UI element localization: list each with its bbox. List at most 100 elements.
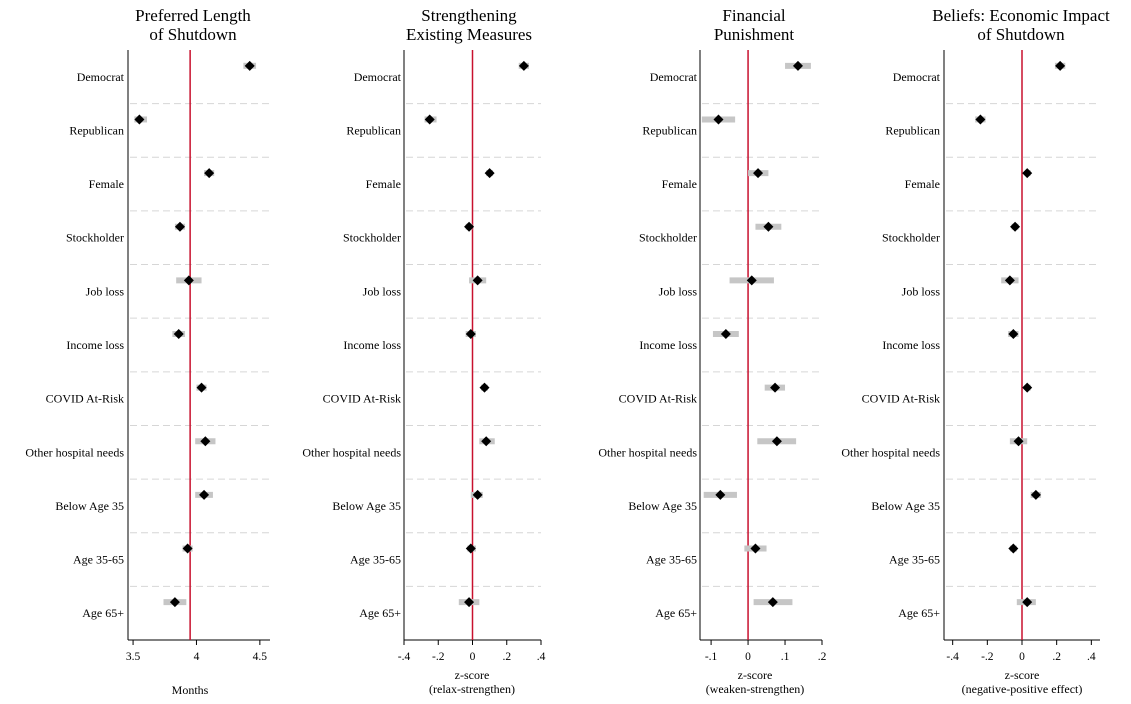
category-label: Age 65+: [82, 606, 124, 620]
category-label: Female: [89, 177, 124, 191]
x-axis-label-line: z-score: [455, 668, 490, 682]
category-label: Other hospital needs: [25, 445, 124, 459]
point-estimate-marker: [465, 543, 476, 554]
category-label: Below Age 35: [332, 499, 401, 513]
category-label: COVID At-Risk: [323, 392, 401, 406]
point-estimate-marker: [753, 168, 764, 179]
panel-title-line: Strengthening: [421, 6, 517, 25]
x-tick-label: -.4: [398, 651, 411, 663]
category-label: Job loss: [363, 284, 402, 298]
x-tick-label: 0: [745, 651, 751, 663]
point-estimate-marker: [1013, 436, 1024, 447]
panel-title-line: of Shutdown: [149, 25, 237, 44]
panel-title-line: of Shutdown: [977, 25, 1065, 44]
point-estimate-marker: [183, 275, 194, 286]
panel-1: Preferred Length of Shutdown 3.5 4 4.5 Months…: [25, 6, 270, 697]
category-label: Other hospital needs: [302, 445, 401, 459]
category-label: Below Age 35: [55, 499, 124, 513]
category-label: Below Age 35: [871, 499, 940, 513]
point-estimate-marker: [424, 114, 435, 125]
point-estimate-marker: [1008, 543, 1019, 554]
x-axis-label-line: (relax-strengthen): [429, 682, 515, 696]
panel-title: Financial Punishment: [714, 6, 795, 44]
category-label: Income loss: [639, 338, 697, 352]
point-estimate-marker: [464, 597, 475, 608]
category-label: Female: [366, 177, 401, 191]
point-estimate-marker: [763, 221, 774, 232]
category-label: Age 65+: [898, 606, 940, 620]
point-estimate-marker: [1055, 60, 1066, 71]
category-label: Job loss: [902, 284, 941, 298]
panel-title-line: Punishment: [714, 25, 795, 44]
point-estimate-marker: [484, 168, 495, 179]
panel-title-line: Existing Measures: [406, 25, 532, 44]
x-tick-label: -.1: [705, 651, 718, 663]
category-label: Income loss: [882, 338, 940, 352]
category-label: Female: [905, 177, 940, 191]
panel-3: Financial Punishment -.1 0 .1 .2 z-score (weake…: [598, 6, 826, 696]
point-estimate-marker: [173, 329, 184, 339]
x-tick-label: -.2: [432, 651, 445, 663]
point-estimate-marker: [1010, 221, 1021, 232]
category-label: Stockholder: [66, 231, 124, 245]
x-axis-label-line: (negative-positive effect): [962, 682, 1083, 696]
category-label: Job loss: [659, 284, 698, 298]
point-estimate-marker: [746, 275, 757, 286]
x-axis-label-line: (weaken-strengthen): [706, 682, 805, 696]
panel-title: Strengthening Existing Measures: [406, 6, 532, 44]
category-label: Income loss: [343, 338, 401, 352]
category-label: Other hospital needs: [841, 445, 940, 459]
point-estimate-marker: [1030, 489, 1041, 500]
point-estimate-marker: [472, 275, 483, 286]
panel-2: Strengthening Existing Measures -.4 -.2 0 .2.…: [302, 6, 545, 696]
panel-4: Beliefs: Economic Impact of Shutdown -.4 -.…: [841, 6, 1110, 696]
point-estimate-marker: [518, 60, 529, 71]
x-tick-label: -.2: [981, 651, 994, 663]
point-estimate-marker: [1004, 275, 1015, 286]
category-label: Stockholder: [343, 231, 401, 245]
category-label: Age 35-65: [646, 553, 697, 567]
category-label: Republican: [346, 123, 401, 137]
point-estimate-marker: [1022, 168, 1033, 179]
category-label: Below Age 35: [628, 499, 697, 513]
category-label: Job loss: [86, 284, 125, 298]
x-tick-label: 4: [194, 651, 200, 663]
point-estimate-marker: [1022, 597, 1033, 608]
panel-title: Beliefs: Economic Impact of Shutdown: [932, 6, 1110, 44]
x-tick-label: .2: [818, 651, 827, 663]
point-estimate-marker: [134, 114, 145, 125]
x-tick-label: .1: [781, 651, 790, 663]
category-label: Age 35-65: [889, 553, 940, 567]
category-label: Stockholder: [882, 231, 940, 245]
panel-title-line: Preferred Length: [135, 6, 251, 25]
category-label: Age 65+: [655, 606, 697, 620]
category-label: Democrat: [77, 70, 125, 84]
panel-title-line: Financial: [722, 6, 786, 25]
x-axis-label-line: Months: [172, 683, 209, 697]
category-label: Democrat: [354, 70, 402, 84]
category-label: Female: [662, 177, 697, 191]
point-estimate-marker: [472, 489, 483, 500]
panel-title-line: Beliefs: Economic Impact: [932, 6, 1110, 25]
category-label: Democrat: [650, 70, 698, 84]
point-estimate-marker: [465, 329, 476, 339]
point-estimate-marker: [1008, 329, 1019, 339]
x-tick-label: 3.5: [126, 651, 141, 663]
point-estimate-marker: [464, 221, 475, 232]
point-estimate-marker: [169, 597, 180, 608]
category-label: Other hospital needs: [598, 445, 697, 459]
point-estimate-marker: [196, 382, 207, 393]
point-estimate-marker: [481, 436, 492, 447]
category-label: Age 65+: [359, 606, 401, 620]
x-tick-label: 0: [470, 651, 476, 663]
point-estimate-marker: [750, 543, 761, 554]
point-estimate-marker: [767, 597, 778, 608]
category-label: Republican: [642, 123, 697, 137]
point-estimate-marker: [771, 436, 782, 447]
category-label: Stockholder: [639, 231, 697, 245]
point-estimate-marker: [1022, 382, 1033, 393]
point-estimate-marker: [204, 168, 215, 179]
point-estimate-marker: [174, 221, 185, 232]
point-estimate-marker: [713, 114, 724, 125]
